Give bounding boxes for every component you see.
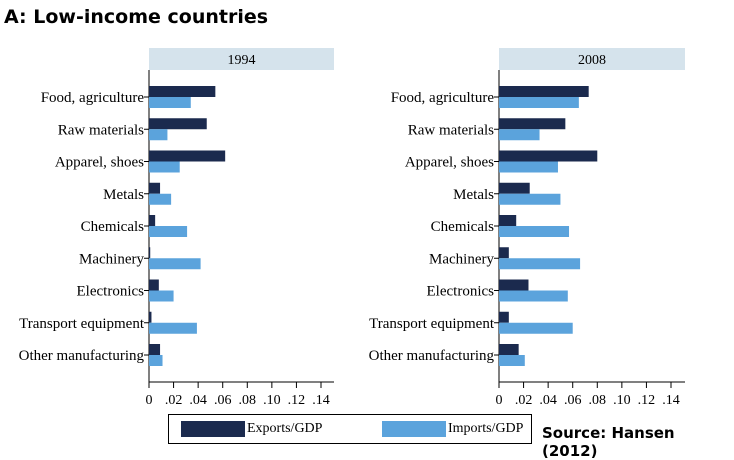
category-label: Apparel, shoes xyxy=(405,155,494,171)
bar-exports xyxy=(499,311,509,323)
bar-exports xyxy=(499,182,530,194)
bar-exports xyxy=(499,279,529,291)
legend-swatch-imports xyxy=(382,421,446,437)
bar-exports xyxy=(149,279,159,291)
category-label: Chemicals xyxy=(81,219,144,235)
category-label: Electronics xyxy=(77,284,145,300)
legend-item-exports: Exports/GDP xyxy=(181,421,322,437)
category-label: Transport equipment xyxy=(19,316,145,332)
x-tick-label: .08 xyxy=(589,393,607,408)
category-label: Machinery xyxy=(429,251,494,267)
bar-imports xyxy=(149,97,191,108)
category-label: Metals xyxy=(453,187,494,203)
bar-imports xyxy=(149,129,168,141)
bar-imports xyxy=(499,129,540,141)
category-label: Raw materials xyxy=(58,122,144,138)
x-tick-label: 0 xyxy=(496,393,503,408)
x-tick-label: .10 xyxy=(263,393,281,408)
x-tick-label: .04 xyxy=(539,393,557,408)
bar-exports xyxy=(149,344,161,355)
bar-exports xyxy=(149,182,161,194)
legend-item-imports: Imports/GDP xyxy=(382,421,523,437)
x-tick-label: .06 xyxy=(564,393,582,408)
bar-imports xyxy=(499,258,581,270)
bar-imports xyxy=(149,290,174,302)
panel-title-strip xyxy=(499,48,685,70)
bar-imports xyxy=(499,322,573,334)
bar-exports xyxy=(149,311,152,323)
bar-imports xyxy=(149,322,197,334)
bar-imports xyxy=(149,193,172,205)
source-note: Source: Hansen (2012) xyxy=(542,424,675,460)
bar-imports xyxy=(149,355,163,366)
bar-exports xyxy=(149,247,151,259)
category-label: Machinery xyxy=(79,251,144,267)
bar-imports xyxy=(149,226,188,237)
bar-imports xyxy=(149,161,180,173)
x-tick-label: .02 xyxy=(165,393,183,408)
category-label: Other manufacturing xyxy=(19,348,145,364)
category-label: Chemicals xyxy=(431,219,494,235)
category-label: Electronics xyxy=(427,284,495,300)
x-tick-label: .14 xyxy=(662,393,680,408)
bar-exports xyxy=(499,86,589,97)
x-tick-label: .06 xyxy=(214,393,232,408)
category-label: Raw materials xyxy=(408,122,494,138)
x-tick-label: .14 xyxy=(312,393,330,408)
legend-swatch-exports xyxy=(181,421,245,437)
legend-label-exports: Exports/GDP xyxy=(247,421,323,436)
bar-exports xyxy=(149,215,156,226)
category-label: Food, agriculture xyxy=(391,90,495,106)
category-label: Food, agriculture xyxy=(41,90,145,106)
x-tick-label: .08 xyxy=(239,393,257,408)
bar-exports xyxy=(499,247,509,259)
panel-title: 2008 xyxy=(578,53,606,68)
bar-imports xyxy=(499,193,561,205)
bar-imports xyxy=(149,258,201,270)
x-tick-label: .02 xyxy=(515,393,533,408)
bar-imports xyxy=(499,355,525,366)
legend: Exports/GDP Imports/GDP xyxy=(168,414,532,444)
bar-exports xyxy=(499,150,598,162)
category-label: Metals xyxy=(103,187,144,203)
x-tick-label: .12 xyxy=(638,393,656,408)
category-label: Other manufacturing xyxy=(369,348,495,364)
page-title: A: Low-income countries xyxy=(4,6,269,28)
bar-exports xyxy=(499,215,517,226)
bar-exports xyxy=(499,344,519,355)
x-tick-label: 0 xyxy=(146,393,153,408)
legend-label-imports: Imports/GDP xyxy=(448,421,524,436)
bar-imports xyxy=(499,161,558,173)
panel-title: 1994 xyxy=(228,53,256,68)
x-tick-label: .10 xyxy=(613,393,631,408)
bar-exports xyxy=(149,118,207,130)
category-label: Apparel, shoes xyxy=(55,155,144,171)
x-tick-label: .04 xyxy=(189,393,207,408)
bar-exports xyxy=(499,118,566,130)
bar-imports xyxy=(499,226,570,237)
bar-imports xyxy=(499,290,568,302)
bar-exports xyxy=(149,86,216,97)
x-tick-label: .12 xyxy=(288,393,306,408)
panel-title-strip xyxy=(149,48,334,70)
category-label: Transport equipment xyxy=(369,316,495,332)
bar-imports xyxy=(499,97,579,108)
bar-exports xyxy=(149,150,226,162)
chart-figure: 1994 0 .02 .04 .06 .08 .10 .12 .14 Food, agricult… xyxy=(19,48,685,408)
